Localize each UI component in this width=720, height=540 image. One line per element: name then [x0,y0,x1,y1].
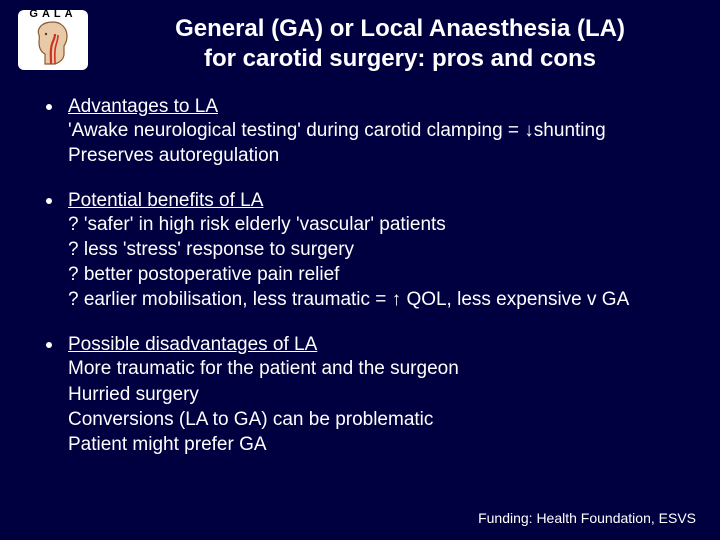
body-line: 'Awake neurological testing' during caro… [68,118,690,143]
slide-content: Advantages to LA 'Awake neurological tes… [46,96,690,479]
section-body: 'Awake neurological testing' during caro… [68,118,690,168]
section-title: Advantages to LA [68,96,218,118]
section-header: Potential benefits of LA [46,190,690,212]
bullet-icon [46,104,52,110]
bullet-icon [46,198,52,204]
bullet-icon [46,342,52,348]
body-line: More traumatic for the patient and the s… [68,356,690,381]
funding-credit: Funding: Health Foundation, ESVS [478,510,696,526]
section-title: Potential benefits of LA [68,190,263,212]
section-potential-benefits: Potential benefits of LA ? 'safer' in hi… [46,190,690,312]
section-disadvantages: Possible disadvantages of LA More trauma… [46,334,690,456]
section-header: Advantages to LA [46,96,690,118]
body-line: ? better postoperative pain relief [68,262,690,287]
section-advantages: Advantages to LA 'Awake neurological tes… [46,96,690,168]
slide-title: General (GA) or Local Anaesthesia (LA) f… [110,14,690,74]
section-title: Possible disadvantages of LA [68,334,317,356]
body-line: ? 'safer' in high risk elderly 'vascular… [68,212,690,237]
slide: GALA General (GA) or Local Anaesthesia (… [0,0,720,540]
body-line: Hurried surgery [68,382,690,407]
logo-text: GALA [18,8,88,20]
body-line: Conversions (LA to GA) can be problemati… [68,407,690,432]
body-line: Patient might prefer GA [68,432,690,457]
title-line-1: General (GA) or Local Anaesthesia (LA) [175,15,625,42]
body-line: ? less 'stress' response to surgery [68,237,690,262]
section-body: More traumatic for the patient and the s… [68,356,690,456]
body-line: Preserves autoregulation [68,143,690,168]
body-line: ? earlier mobilisation, less traumatic =… [68,287,690,312]
title-line-2: for carotid surgery: pros and cons [204,45,596,72]
section-body: ? 'safer' in high risk elderly 'vascular… [68,212,690,312]
gala-logo: GALA [18,10,88,70]
head-neck-icon [31,20,75,66]
section-header: Possible disadvantages of LA [46,334,690,356]
